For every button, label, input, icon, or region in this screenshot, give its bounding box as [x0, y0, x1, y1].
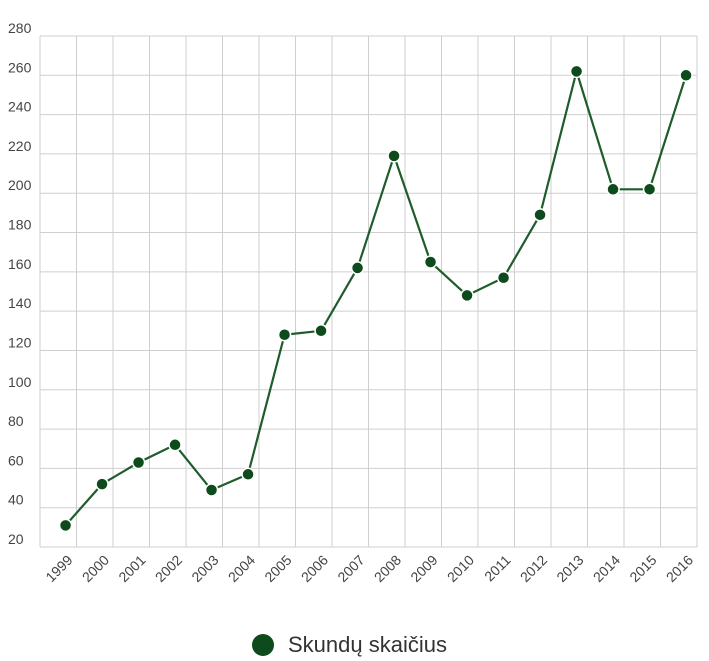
y-tick-label: 280	[8, 20, 32, 36]
y-tick-label: 260	[8, 59, 32, 75]
x-tick-label: 2012	[517, 552, 550, 585]
x-tick-label: 2016	[663, 552, 696, 585]
x-tick-label: 2008	[371, 552, 404, 585]
y-tick-label: 140	[8, 295, 32, 311]
legend: Skundų skaičius	[252, 632, 447, 658]
data-point	[204, 483, 219, 497]
x-tick-label: 2007	[334, 552, 367, 585]
y-tick-label: 220	[8, 138, 32, 154]
x-tick-label: 2003	[188, 552, 221, 585]
y-tick-label: 60	[8, 452, 24, 468]
y-tick-label: 20	[8, 531, 24, 547]
x-tick-label: 2004	[225, 552, 258, 585]
series-line	[64, 70, 688, 527]
x-tick-label: 2011	[481, 552, 514, 585]
x-tick-label: 1999	[42, 552, 75, 585]
y-tick-label: 180	[8, 217, 32, 233]
series-line-path	[64, 70, 688, 527]
data-point	[606, 182, 620, 197]
data-point	[241, 467, 255, 482]
data-point	[277, 327, 292, 342]
x-tick-label: 2002	[152, 552, 185, 585]
x-tick-label: 2006	[298, 552, 331, 585]
data-point	[168, 438, 182, 452]
data-point	[58, 518, 73, 533]
y-axis-ticks: 20 40 60 80 100 120 140 160 180 200 220 240 260 280	[8, 20, 32, 547]
series-points	[58, 64, 693, 533]
data-point	[350, 261, 365, 275]
x-tick-label: 2000	[79, 552, 112, 585]
y-tick-label: 120	[8, 334, 32, 350]
grid	[39, 35, 698, 548]
data-point	[460, 288, 474, 303]
data-point	[314, 324, 328, 338]
y-tick-label: 80	[8, 413, 24, 429]
legend-marker-icon	[252, 634, 274, 656]
x-tick-label: 2001	[115, 552, 148, 585]
data-point	[95, 477, 109, 491]
data-point	[131, 455, 146, 470]
data-point	[679, 68, 693, 83]
x-tick-label: 2005	[261, 552, 294, 585]
x-tick-label: 2015	[626, 552, 659, 585]
y-tick-label: 100	[8, 374, 32, 390]
data-point	[642, 182, 657, 197]
x-axis-ticks: 1999 2000 2001 2002 2003 2004 2005 2006 2007 2008…	[42, 552, 696, 585]
data-point	[423, 255, 438, 269]
x-tick-label: 2013	[553, 552, 586, 585]
data-point	[496, 270, 511, 285]
x-tick-label: 2009	[407, 552, 440, 585]
x-tick-label: 2014	[590, 552, 623, 585]
data-point	[569, 64, 584, 79]
y-tick-label: 160	[8, 256, 32, 272]
y-tick-label: 240	[8, 99, 32, 115]
y-tick-label: 200	[8, 177, 32, 193]
data-point	[387, 149, 401, 163]
data-point	[533, 208, 547, 222]
y-tick-label: 40	[8, 492, 24, 508]
x-tick-label: 2010	[444, 552, 477, 585]
legend-label: Skundų skaičius	[288, 632, 447, 657]
